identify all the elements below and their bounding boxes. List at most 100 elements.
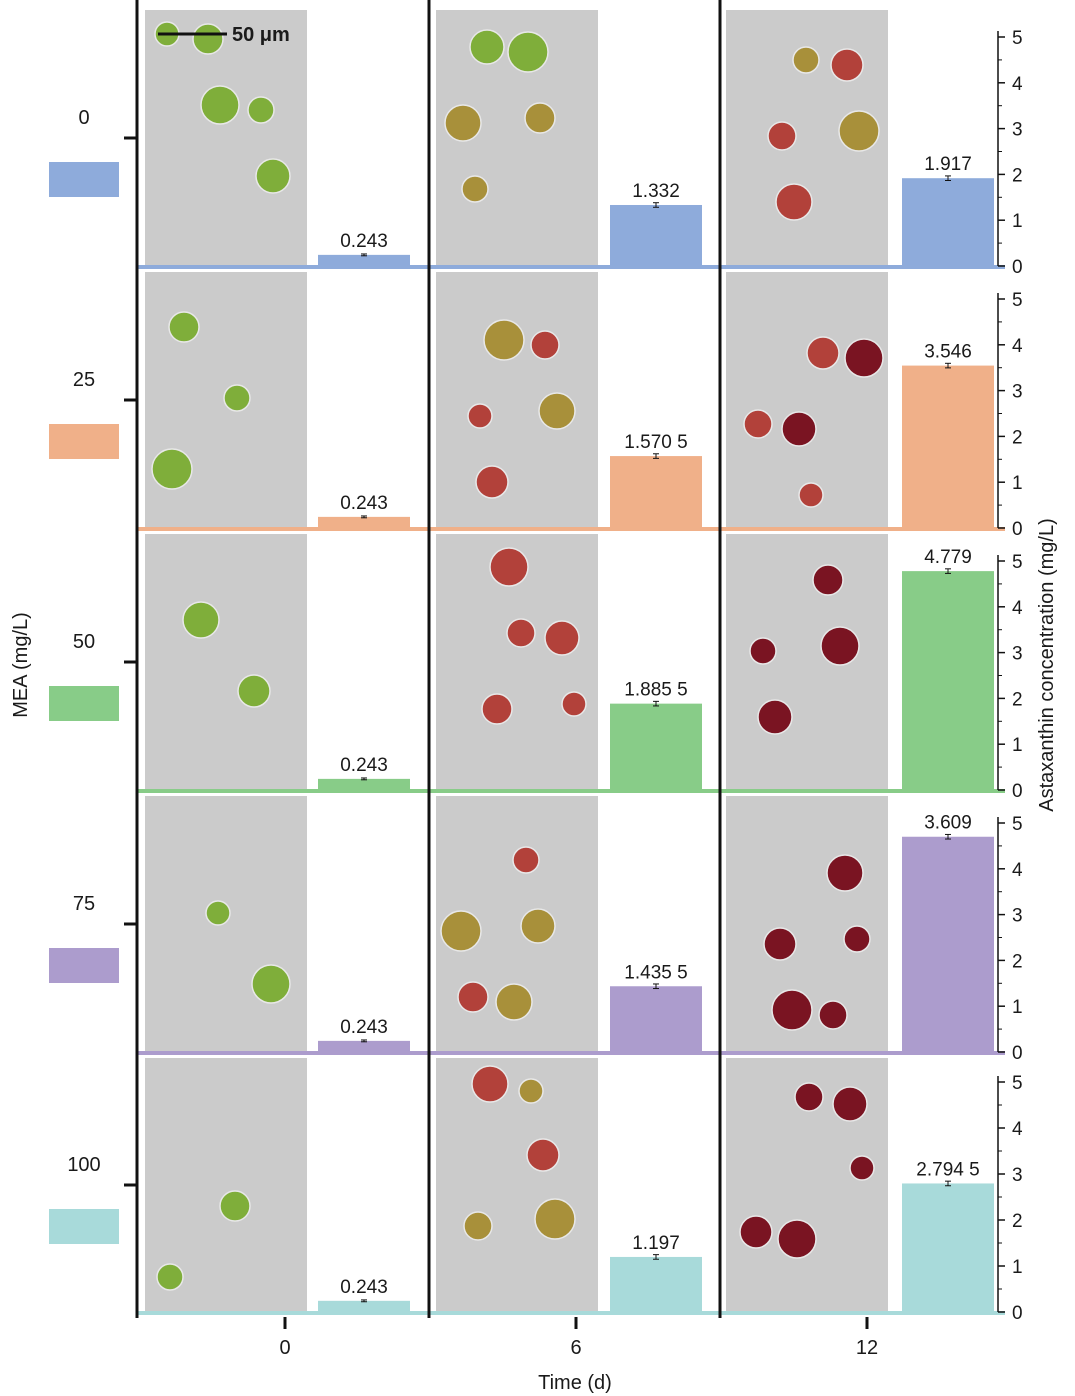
bar — [902, 178, 994, 266]
y-tick-label: 4 — [1012, 74, 1023, 95]
y-tick-label: 5 — [1012, 28, 1023, 49]
cell — [534, 1198, 576, 1240]
mea-level-label: 100 — [67, 1154, 100, 1176]
data-label: 1.332 — [632, 181, 680, 202]
cell — [849, 1155, 875, 1181]
data-label: 0.243 — [340, 231, 388, 252]
cell — [792, 46, 820, 74]
cell — [200, 85, 240, 125]
y-tick-label: 5 — [1012, 814, 1023, 835]
bar — [318, 1300, 410, 1312]
x-tick-label: 6 — [570, 1337, 581, 1359]
bar — [610, 703, 702, 790]
y-tick-label: 0 — [1012, 519, 1023, 540]
cell — [251, 964, 291, 1004]
cell — [794, 1082, 824, 1112]
cell — [798, 482, 824, 508]
row-baseline — [137, 1311, 1005, 1315]
y-tick-label: 1 — [1012, 1257, 1023, 1278]
cell — [237, 674, 271, 708]
cell — [530, 330, 560, 360]
cell — [444, 104, 482, 142]
cell — [757, 699, 793, 735]
cell — [483, 319, 525, 361]
cell — [467, 403, 493, 429]
mea-level-label: 25 — [73, 369, 95, 391]
mea-swatch — [49, 1209, 119, 1244]
bar — [318, 1040, 410, 1052]
data-label: 1.197 — [632, 1233, 680, 1254]
micrograph-panel — [145, 10, 307, 266]
cell — [781, 411, 817, 447]
cell — [818, 1000, 848, 1030]
y-tick-label: 0 — [1012, 1303, 1023, 1324]
cell — [830, 48, 864, 82]
y-tick-label: 0 — [1012, 781, 1023, 802]
cell — [507, 31, 549, 73]
y-tick-label: 3 — [1012, 906, 1023, 927]
y-tick-label: 5 — [1012, 290, 1023, 311]
y-tick-label: 5 — [1012, 1073, 1023, 1094]
y-tick-label: 1 — [1012, 735, 1023, 756]
cell — [255, 158, 291, 194]
bar — [610, 204, 702, 266]
y-tick-label: 2 — [1012, 689, 1023, 710]
y-tick-label: 4 — [1012, 336, 1023, 357]
data-label: 3.546 — [924, 342, 972, 363]
data-label: 0.243 — [340, 1277, 388, 1298]
cell — [767, 121, 797, 151]
cell — [524, 102, 556, 134]
data-label: 0.243 — [340, 1017, 388, 1038]
cell — [775, 183, 813, 221]
cell — [832, 1086, 868, 1122]
cell — [475, 465, 509, 499]
row-baseline — [137, 265, 1005, 269]
bar — [902, 836, 994, 1052]
bar — [610, 986, 702, 1052]
bar — [318, 516, 410, 528]
row-baseline — [137, 789, 1005, 793]
y-tick-label: 4 — [1012, 598, 1023, 619]
cell — [826, 854, 864, 892]
cell — [844, 338, 884, 378]
row-baseline — [137, 527, 1005, 531]
y-tick-label: 2 — [1012, 951, 1023, 972]
bar — [610, 456, 702, 528]
bar — [902, 1183, 994, 1312]
data-label: 1.885 5 — [624, 680, 687, 701]
cell — [512, 846, 540, 874]
data-label: 0.243 — [340, 493, 388, 514]
y-tick-label: 3 — [1012, 1165, 1023, 1186]
cell — [506, 618, 536, 648]
cell — [469, 29, 505, 65]
micrograph-panel — [145, 534, 307, 790]
bar — [610, 1256, 702, 1312]
cell — [463, 1211, 493, 1241]
y-tick-label: 2 — [1012, 165, 1023, 186]
x-tick-label: 12 — [856, 1337, 878, 1359]
cell — [156, 1263, 184, 1291]
cell — [743, 409, 773, 439]
mea-level-label: 75 — [73, 893, 95, 915]
micrograph-panel — [145, 796, 307, 1052]
cell — [843, 925, 871, 953]
mea-swatch — [49, 162, 119, 197]
y-tick-label: 0 — [1012, 1043, 1023, 1064]
y-tick-label: 4 — [1012, 1119, 1023, 1140]
scale-bar-label: 50 μm — [232, 24, 290, 46]
micrograph-panel — [436, 272, 598, 528]
cell — [749, 637, 777, 665]
cell — [151, 448, 193, 490]
micrograph-panels — [145, 10, 888, 1312]
cell — [520, 908, 556, 944]
cell — [219, 1190, 251, 1222]
y-axis-right-label: Astaxanthin concentration (mg/L) — [1036, 518, 1058, 812]
y-tick-label: 5 — [1012, 552, 1023, 573]
y-tick-label: 4 — [1012, 860, 1023, 881]
cell — [838, 110, 880, 152]
cell — [168, 311, 200, 343]
cell — [518, 1078, 544, 1104]
x-axis-label: Time (d) — [538, 1372, 612, 1394]
cell — [777, 1219, 817, 1259]
